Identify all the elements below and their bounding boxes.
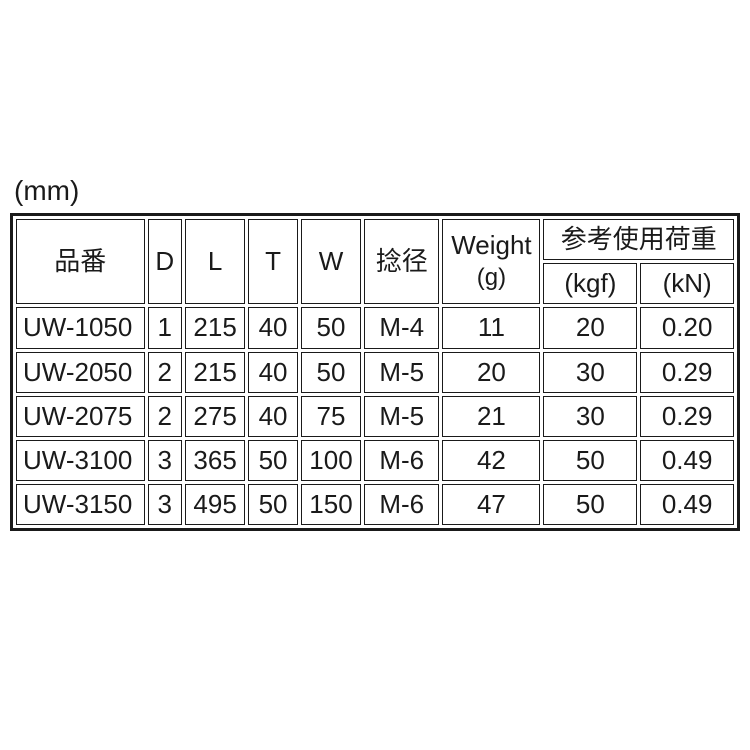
cell-t: 50 [248,484,298,525]
cell-t: 40 [248,396,298,437]
table-row: UW-2075 2 275 40 75 M-5 21 30 0.29 [16,396,734,437]
cell-weight: 20 [442,352,540,393]
cell-weight: 11 [442,307,540,348]
header-weight: Weight (g) [442,219,540,304]
cell-kn: 0.20 [640,307,734,348]
header-item: 品番 [16,219,145,304]
header-kn: (kN) [640,263,734,304]
cell-kn: 0.29 [640,396,734,437]
cell-d: 3 [148,484,182,525]
cell-d: 2 [148,352,182,393]
cell-w: 75 [301,396,361,437]
cell-t: 40 [248,307,298,348]
cell-weight: 47 [442,484,540,525]
cell-t: 50 [248,440,298,481]
cell-thread: M-5 [364,352,439,393]
cell-l: 275 [185,396,245,437]
header-weight-line2: (g) [477,264,506,291]
cell-kgf: 30 [543,352,637,393]
cell-d: 1 [148,307,182,348]
cell-kn: 0.49 [640,484,734,525]
table-body: UW-1050 1 215 40 50 M-4 11 20 0.20 UW-20… [16,307,734,525]
header-t: T [248,219,298,304]
cell-l: 495 [185,484,245,525]
header-load-group: 参考使用荷重 [543,219,734,260]
header-thread: 捻径 [364,219,439,304]
cell-l: 215 [185,307,245,348]
cell-item: UW-3150 [16,484,145,525]
header-l: L [185,219,245,304]
cell-kn: 0.29 [640,352,734,393]
cell-w: 100 [301,440,361,481]
header-kgf: (kgf) [543,263,637,304]
cell-w: 150 [301,484,361,525]
cell-weight: 21 [442,396,540,437]
cell-kn: 0.49 [640,440,734,481]
cell-item: UW-2075 [16,396,145,437]
cell-thread: M-5 [364,396,439,437]
cell-weight: 42 [442,440,540,481]
table-row: UW-2050 2 215 40 50 M-5 20 30 0.29 [16,352,734,393]
cell-thread: M-6 [364,484,439,525]
cell-w: 50 [301,307,361,348]
unit-label: (mm) [10,175,740,207]
cell-d: 3 [148,440,182,481]
cell-w: 50 [301,352,361,393]
cell-item: UW-1050 [16,307,145,348]
cell-thread: M-4 [364,307,439,348]
header-w: W [301,219,361,304]
cell-l: 215 [185,352,245,393]
cell-item: UW-3100 [16,440,145,481]
cell-kgf: 20 [543,307,637,348]
table-row: UW-3100 3 365 50 100 M-6 42 50 0.49 [16,440,734,481]
cell-d: 2 [148,396,182,437]
cell-l: 365 [185,440,245,481]
table-row: UW-1050 1 215 40 50 M-4 11 20 0.20 [16,307,734,348]
cell-kgf: 50 [543,484,637,525]
cell-kgf: 30 [543,396,637,437]
cell-kgf: 50 [543,440,637,481]
header-d: D [148,219,182,304]
header-weight-line1: Weight [451,230,531,260]
cell-t: 40 [248,352,298,393]
spec-table: 品番 D L T W 捻径 Weight (g) 参考使用荷重 (kgf) (k… [10,213,740,531]
table-row: UW-3150 3 495 50 150 M-6 47 50 0.49 [16,484,734,525]
header-row-1: 品番 D L T W 捻径 Weight (g) 参考使用荷重 [16,219,734,260]
cell-thread: M-6 [364,440,439,481]
cell-item: UW-2050 [16,352,145,393]
